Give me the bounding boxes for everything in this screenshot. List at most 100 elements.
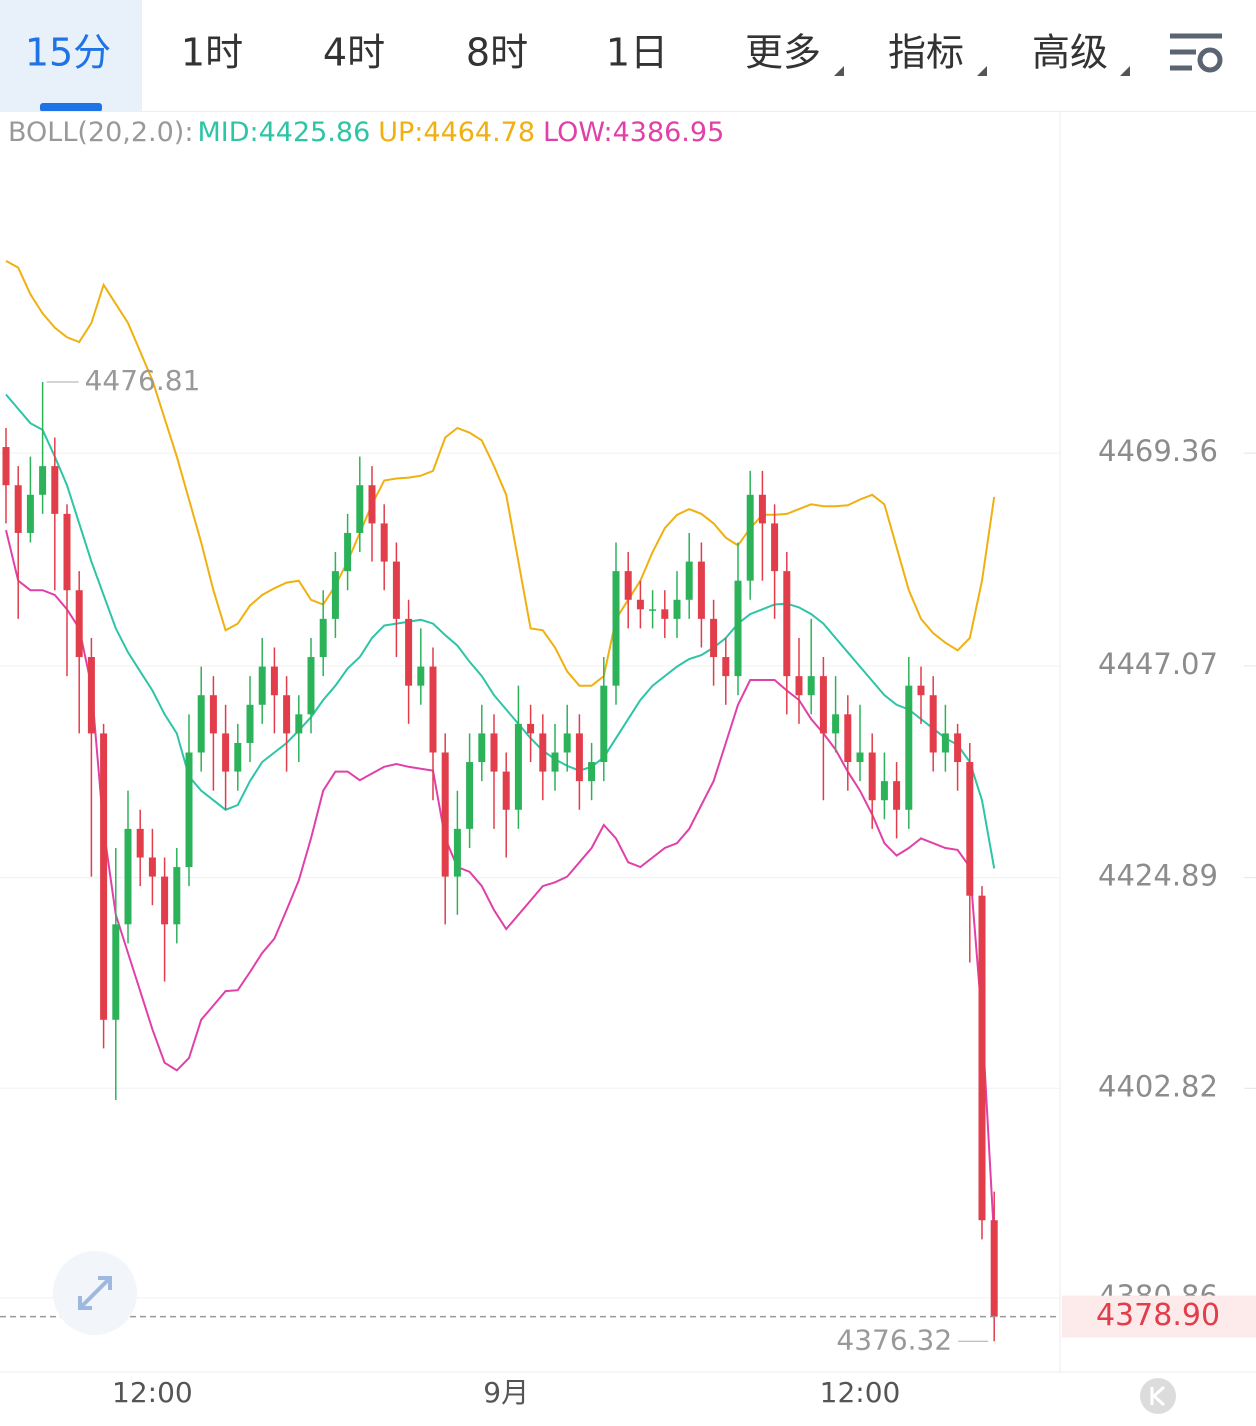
candle-body (771, 523, 779, 572)
candle-body (246, 704, 254, 743)
candle-body (209, 695, 217, 734)
candle-body (344, 532, 352, 572)
legend-name: UP: (378, 117, 423, 148)
last-price-box (1062, 1295, 1256, 1338)
candles (2, 382, 998, 1342)
tab[interactable]: 4时 (323, 31, 385, 75)
x-tick-label: 9月 (483, 1376, 529, 1409)
candle-body (222, 733, 230, 772)
candle-body (563, 733, 571, 753)
candle-body (527, 723, 535, 734)
candle-body (990, 1220, 998, 1317)
candle-body (624, 571, 632, 600)
candle-body (234, 742, 242, 772)
candle-body (490, 733, 498, 772)
candle-body (551, 752, 559, 772)
indicator-name: BOLL(20,2.0): (8, 117, 193, 148)
candle-body (87, 657, 95, 734)
y-tick-label: 4424.89 (1098, 859, 1218, 893)
candle-body (685, 561, 693, 600)
boll-line (5, 260, 996, 687)
expand-button[interactable] (53, 1251, 137, 1335)
tab[interactable]: 1日 (606, 31, 668, 75)
candle-body (161, 876, 169, 925)
candle-body (405, 618, 413, 686)
candle-body (112, 924, 120, 1020)
candle-body (905, 685, 913, 810)
candle-body (539, 733, 547, 772)
candle-body (722, 657, 730, 677)
candle-body (51, 466, 59, 514)
active-tab-bg (0, 0, 142, 112)
x-tick-label: 12:00 (112, 1376, 193, 1409)
candle-body (783, 571, 791, 677)
active-tab-indicator (40, 103, 102, 112)
candle-body (673, 599, 681, 619)
legend-value: 4425.86 (259, 117, 371, 148)
x-tick-label: 12:00 (820, 1376, 901, 1409)
candle-body (758, 494, 766, 524)
tab[interactable]: 8时 (466, 31, 528, 75)
candle-body (502, 771, 510, 810)
candle-body (63, 513, 71, 591)
candle-body (453, 828, 461, 877)
candle-body (466, 762, 474, 829)
candle-body (478, 733, 486, 763)
candle-body (710, 618, 718, 658)
candle-body (270, 666, 278, 696)
y-tick-label: 4402.82 (1098, 1069, 1218, 1103)
candle-body (575, 733, 583, 782)
legend: BOLL(20,2.0): MID:4425.86 UP:4464.78 LOW:43… (8, 117, 724, 148)
candle-body (356, 485, 364, 533)
candle-body (734, 580, 742, 677)
dropdown-caret (977, 66, 987, 76)
candle-body (978, 895, 986, 1221)
tab[interactable]: 更多 (745, 31, 821, 75)
candle-body (14, 485, 22, 533)
candle-body (26, 494, 34, 533)
candle-body (636, 599, 644, 610)
tab[interactable]: 指标 (888, 31, 964, 75)
boll-line (5, 393, 996, 869)
candle-body (75, 590, 83, 658)
candle-body (380, 523, 388, 562)
scroll-glyph (1150, 1385, 1166, 1407)
candle-body (941, 733, 949, 753)
candle-body (844, 714, 852, 763)
candle-body (832, 714, 840, 734)
labels: 4469.364447.074424.894402.824380.8612:00… (0, 117, 1256, 1409)
candle-body (880, 781, 888, 801)
expand-arrows (78, 1276, 112, 1310)
settings-icon[interactable] (1170, 33, 1223, 73)
candle-body (966, 762, 974, 896)
candle-body (819, 676, 827, 734)
legend-name: MID: (197, 117, 258, 148)
candle-body (893, 781, 901, 810)
icon-gear (1197, 47, 1223, 73)
candle-body (100, 733, 108, 1020)
candle-body (39, 466, 47, 495)
dropdown-caret (1120, 66, 1130, 76)
scroll-latest-button[interactable] (1140, 1378, 1176, 1414)
candle-body (173, 867, 181, 925)
tab[interactable]: 1时 (181, 31, 243, 75)
candle-body (868, 752, 876, 801)
candle-body (612, 571, 620, 686)
candle-body (807, 676, 815, 696)
tab[interactable]: 高级 (1032, 31, 1108, 75)
candle-body (283, 695, 291, 734)
dropdown-caret (834, 66, 844, 76)
candle-body (185, 752, 193, 868)
candle-body (392, 561, 400, 619)
candle-body (795, 676, 803, 696)
legend-value: 4386.95 (613, 117, 725, 148)
candle-body (2, 447, 10, 486)
candle-body (417, 666, 425, 686)
candle-body (307, 657, 315, 715)
tab[interactable]: 15分 (25, 31, 111, 75)
candle-body (746, 494, 754, 581)
last-price-label: 4378.90 (1096, 1298, 1220, 1333)
candle-body (441, 752, 449, 877)
